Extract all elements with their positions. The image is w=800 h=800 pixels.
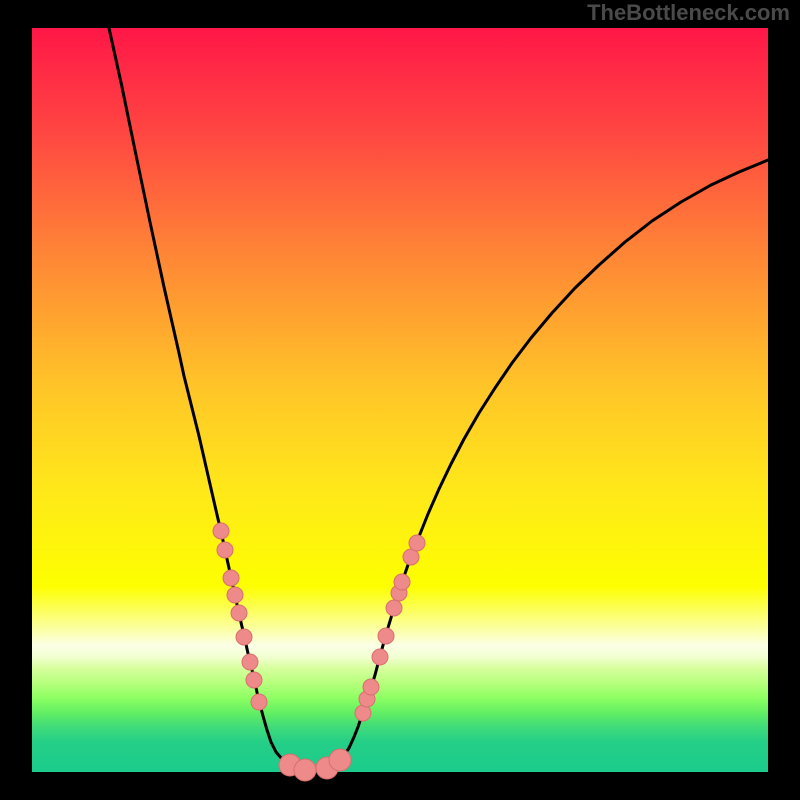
data-marker (363, 679, 379, 695)
plot-area (32, 28, 768, 772)
data-marker (217, 542, 233, 558)
svg-layer (32, 28, 768, 772)
data-marker (242, 654, 258, 670)
data-marker (246, 672, 262, 688)
data-marker (409, 535, 425, 551)
data-marker (236, 629, 252, 645)
data-marker (372, 649, 388, 665)
data-marker (294, 759, 316, 781)
watermark-text: TheBottleneck.com (587, 0, 790, 26)
data-marker (329, 749, 351, 771)
data-marker (386, 600, 402, 616)
data-marker (394, 574, 410, 590)
data-marker (251, 694, 267, 710)
data-marker (378, 628, 394, 644)
data-marker (227, 587, 243, 603)
chart-canvas: TheBottleneck.com (0, 0, 800, 800)
data-marker (213, 523, 229, 539)
data-markers (213, 523, 425, 781)
data-marker (355, 705, 371, 721)
curve-left (109, 28, 305, 771)
data-marker (231, 605, 247, 621)
data-marker (223, 570, 239, 586)
